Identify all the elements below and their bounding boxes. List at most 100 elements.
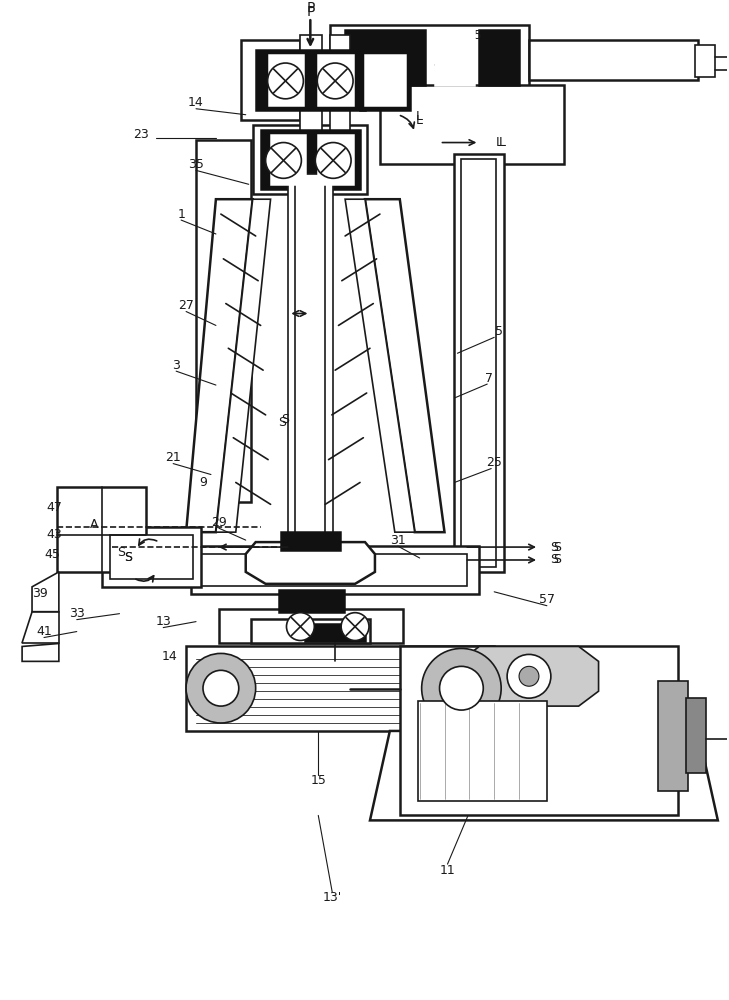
- Text: 15: 15: [311, 774, 326, 787]
- Bar: [219, 609, 402, 643]
- Text: S: S: [553, 553, 561, 566]
- Bar: [380, 85, 564, 164]
- Text: 29: 29: [211, 516, 227, 529]
- Polygon shape: [345, 199, 415, 532]
- Circle shape: [317, 63, 353, 99]
- Bar: [300, 35, 322, 154]
- Bar: [454, 154, 504, 572]
- Text: 21: 21: [165, 451, 181, 464]
- Bar: [101, 527, 201, 587]
- Polygon shape: [459, 646, 599, 706]
- Bar: [345, 30, 424, 85]
- Bar: [686, 698, 706, 773]
- Polygon shape: [216, 199, 270, 532]
- Circle shape: [440, 666, 483, 710]
- Polygon shape: [32, 572, 59, 612]
- Circle shape: [341, 613, 369, 641]
- Bar: [360, 50, 410, 110]
- Text: 9: 9: [199, 476, 207, 489]
- Bar: [319, 55, 353, 105]
- Text: 35: 35: [188, 158, 204, 171]
- Bar: [201, 554, 467, 586]
- Text: P: P: [306, 1, 314, 15]
- Text: 25: 25: [486, 456, 502, 469]
- Text: 14: 14: [161, 650, 177, 663]
- Text: S: S: [278, 416, 286, 429]
- Bar: [479, 30, 519, 85]
- Circle shape: [203, 670, 239, 706]
- Bar: [270, 135, 305, 184]
- Bar: [399, 646, 678, 815]
- Bar: [330, 35, 350, 135]
- Bar: [461, 159, 496, 567]
- Text: S: S: [281, 413, 289, 426]
- Bar: [57, 487, 147, 572]
- Text: S: S: [125, 551, 133, 564]
- Polygon shape: [22, 643, 59, 661]
- Circle shape: [186, 653, 256, 723]
- Text: 27: 27: [178, 299, 194, 312]
- Bar: [434, 30, 475, 85]
- Bar: [330, 25, 529, 90]
- Circle shape: [519, 666, 539, 686]
- Text: S: S: [117, 546, 125, 559]
- Polygon shape: [246, 542, 375, 584]
- Text: 39: 39: [32, 587, 48, 600]
- Bar: [196, 140, 251, 502]
- Text: 5: 5: [495, 325, 503, 338]
- Circle shape: [265, 143, 301, 178]
- Text: 43: 43: [46, 528, 62, 541]
- Text: 45: 45: [44, 548, 60, 561]
- Bar: [319, 135, 353, 184]
- Text: L: L: [416, 110, 423, 123]
- Bar: [191, 546, 479, 594]
- Bar: [658, 681, 688, 791]
- Text: S: S: [553, 541, 561, 554]
- Bar: [109, 535, 193, 579]
- Bar: [695, 45, 715, 77]
- Text: 41: 41: [36, 625, 52, 638]
- Bar: [256, 50, 365, 110]
- Bar: [418, 701, 547, 801]
- Bar: [289, 174, 333, 542]
- Bar: [365, 55, 405, 105]
- Bar: [251, 619, 370, 643]
- Bar: [186, 646, 494, 731]
- Bar: [261, 130, 360, 189]
- Text: 23: 23: [133, 128, 149, 141]
- Text: L: L: [499, 136, 506, 149]
- Bar: [278, 590, 344, 612]
- Circle shape: [507, 654, 551, 698]
- Text: 47: 47: [46, 501, 62, 514]
- Text: 15: 15: [467, 29, 483, 42]
- Polygon shape: [370, 731, 718, 820]
- Circle shape: [316, 143, 351, 178]
- Text: 1: 1: [177, 208, 185, 221]
- Text: 13: 13: [155, 615, 171, 628]
- Polygon shape: [186, 199, 253, 532]
- Text: 7: 7: [486, 372, 494, 385]
- Text: 11: 11: [440, 864, 456, 877]
- Text: S: S: [125, 551, 133, 564]
- Text: P: P: [306, 5, 314, 19]
- Text: 14: 14: [188, 96, 204, 109]
- Bar: [305, 624, 365, 641]
- Bar: [281, 532, 340, 550]
- Text: S: S: [550, 541, 558, 554]
- Text: 3: 3: [172, 359, 180, 372]
- Polygon shape: [365, 199, 445, 532]
- Polygon shape: [22, 612, 59, 643]
- Text: L: L: [416, 114, 423, 127]
- Circle shape: [268, 63, 303, 99]
- Bar: [253, 125, 367, 194]
- Text: 57: 57: [539, 593, 555, 606]
- Circle shape: [286, 613, 314, 641]
- Text: S: S: [550, 553, 558, 566]
- Text: 13': 13': [322, 891, 342, 904]
- Bar: [529, 40, 698, 80]
- Text: 31: 31: [390, 534, 405, 547]
- Text: 33: 33: [69, 607, 85, 620]
- Text: A: A: [90, 518, 98, 531]
- Bar: [241, 40, 300, 120]
- Circle shape: [421, 648, 501, 728]
